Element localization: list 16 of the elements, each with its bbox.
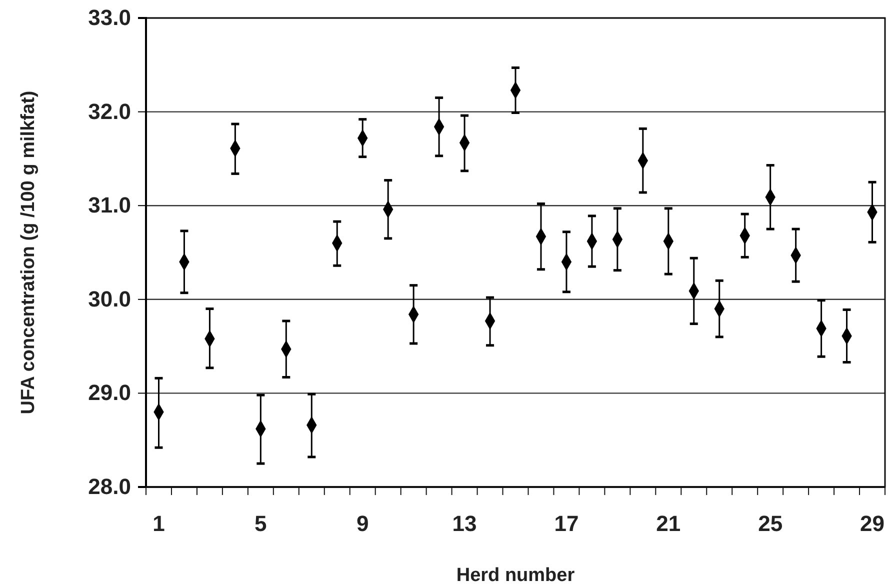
y-tick-label: 33.0 [88,5,131,30]
x-tick-label: 1 [152,511,165,536]
x-tick-label: 29 [860,511,884,536]
x-tick-label: 17 [554,511,579,536]
y-tick-label: 32.0 [88,98,131,124]
x-tick-label: 13 [452,511,477,536]
y-tick-label: 30.0 [88,286,131,312]
y-tick-label: 28.0 [88,474,131,500]
x-tick-label: 25 [758,511,783,536]
x-tick-label: 21 [656,511,681,536]
y-axis-title: UFA concentration (g /100 g milkfat) [18,90,39,414]
y-tick-label: 31.0 [88,192,131,218]
x-tick-label: 9 [356,511,369,536]
x-axis-title: Herd number [456,565,576,586]
x-tick-label: 5 [254,511,267,536]
y-tick-label: 29.0 [88,380,131,406]
